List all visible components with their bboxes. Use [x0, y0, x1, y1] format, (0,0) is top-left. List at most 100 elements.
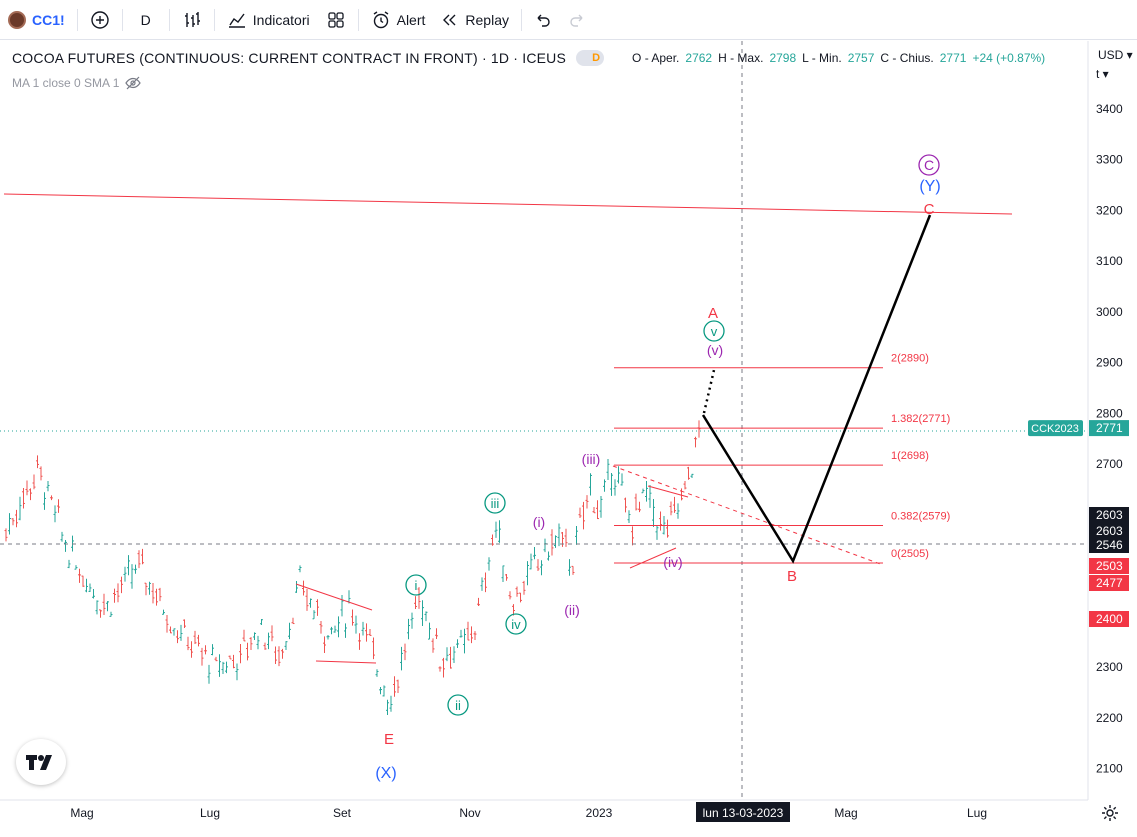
- bars-chart-icon: [184, 11, 200, 27]
- ohlc-bar: [60, 531, 64, 542]
- ohlc-bar: [424, 611, 428, 622]
- ohlc-bar: [599, 496, 603, 518]
- ohlc-bar: [344, 623, 347, 638]
- ohlc-bar: [543, 538, 547, 553]
- ohlc-bar: [529, 553, 533, 570]
- ohlc-bar: [169, 626, 172, 634]
- ohlc-bar: [568, 559, 571, 576]
- wave-labels: E (X) i ii iii iv v (i) (ii) (iii) (iv) …: [375, 154, 941, 782]
- plus-circle-icon: [90, 10, 109, 29]
- wave-label-E: E: [384, 731, 394, 748]
- ohlc-bar: [281, 648, 284, 659]
- ohlc-bar: [4, 528, 8, 542]
- ohlc-bar: [81, 575, 85, 587]
- crosshair-time-label: lun 13-03-2023: [703, 806, 784, 820]
- fib-retracement[interactable]: 2(2890) 1.382(2771) 1(2698) 0.382(2579) 0(25…: [614, 353, 950, 564]
- toolbar-divider: [76, 8, 78, 31]
- ohlc-bar: [638, 501, 641, 513]
- symbol-title[interactable]: COCOA FUTURES (CONTINUOUS: CURRENT CONTR…: [12, 50, 567, 66]
- triangle-lower[interactable]: [315, 660, 377, 664]
- wave-label-p-ii: (ii): [564, 602, 580, 618]
- ohlc-bar: [550, 529, 554, 556]
- ohlc-bar: [442, 657, 445, 678]
- compare-button[interactable]: [82, 0, 118, 40]
- ohlc-bar: [393, 676, 396, 697]
- tradingview-logo-icon[interactable]: [16, 739, 66, 785]
- indicators-button[interactable]: Indicatori: [219, 0, 318, 40]
- ohlc-bar: [67, 559, 71, 569]
- time-ticks: Mag Lug Set Nov 2023 Mag Lug: [70, 806, 987, 820]
- price-axis-tag: [1089, 537, 1129, 553]
- redo-button[interactable]: [560, 0, 594, 40]
- price-axis-tag-label: 2603: [1096, 524, 1123, 538]
- ohlc-bar: [235, 663, 239, 681]
- wave-circle-iii: [484, 492, 506, 514]
- ohlc-bar: [305, 588, 309, 611]
- ohlc-bar: [515, 586, 519, 597]
- ohlc-bar: [295, 580, 298, 593]
- ohlc-bar: [494, 521, 498, 538]
- price-axis[interactable]: 3400330032003100300029002800270026002500…: [1028, 41, 1137, 801]
- ma-label: MA 1 close 0 SMA 1: [12, 76, 120, 90]
- replay-button[interactable]: Replay: [433, 0, 517, 40]
- ohlc-bar: [603, 479, 606, 492]
- currency-selector[interactable]: USD ▾: [1098, 48, 1133, 62]
- templates-button[interactable]: [318, 0, 354, 40]
- interval-button[interactable]: D: [127, 0, 165, 40]
- toolbar-divider: [521, 8, 522, 31]
- unit-selector[interactable]: t ▾: [1096, 67, 1109, 81]
- ohlc-bar: [578, 507, 582, 519]
- drawings-layer[interactable]: 2(2890) 1.382(2771) 1(2698) 0.382(2579) 0(25…: [0, 41, 1088, 800]
- ohlc-bar: [547, 551, 550, 561]
- ohlc-bar: [697, 420, 701, 438]
- wave-label-C: C: [924, 201, 935, 218]
- ohlc-bar: [53, 505, 57, 523]
- time-tick-label: 2023: [586, 806, 613, 820]
- high-label: H - Max.: [718, 51, 764, 65]
- price-axis-tag-label: 2546: [1096, 538, 1123, 552]
- ohlc-bar: [624, 497, 627, 513]
- ohlc-bar: [64, 539, 67, 552]
- ohlc-bar: [256, 635, 260, 650]
- market-status-badge[interactable]: D: [576, 50, 605, 66]
- ohlc-bar: [11, 518, 15, 526]
- ohlc-bar: [8, 513, 11, 535]
- ohlc-bar: [403, 643, 407, 661]
- triangle2-lower[interactable]: [629, 547, 677, 569]
- chart-canvas[interactable]: 2(2890) 1.382(2771) 1(2698) 0.382(2579) 0(25…: [0, 41, 1137, 837]
- unit-label: t: [1096, 67, 1100, 81]
- price-tick-label: 3300: [1096, 153, 1123, 167]
- triangle2-upper[interactable]: [647, 485, 689, 498]
- time-axis[interactable]: Mag Lug Set Nov 2023 Mag Lug lun 13-03-2023: [0, 799, 1137, 837]
- alert-button[interactable]: Alert: [363, 0, 434, 40]
- ohlc-bar: [319, 620, 323, 634]
- price-tag-value-box: [1089, 420, 1129, 437]
- ohlc-bar: [232, 654, 235, 669]
- projection-path[interactable]: [701, 214, 932, 564]
- ohlc-bar: [228, 655, 232, 660]
- chart-type-button[interactable]: [174, 0, 210, 40]
- ohlc-bar: [260, 618, 263, 626]
- wave-circle-i: [405, 574, 427, 596]
- price-tick-label: 2100: [1096, 761, 1123, 775]
- ohlc-bar: [197, 634, 200, 647]
- eye-hidden-icon[interactable]: [125, 76, 142, 90]
- time-tick-label: Mag: [834, 806, 857, 820]
- ohlc-bar: [620, 473, 624, 486]
- ma-indicator-legend[interactable]: MA 1 close 0 SMA 1: [12, 76, 142, 90]
- ohlc-bar: [463, 628, 466, 654]
- ohlc-bar: [634, 493, 638, 511]
- fib-level-label: 2(2890): [891, 353, 929, 365]
- chart-area[interactable]: 2(2890) 1.382(2771) 1(2698) 0.382(2579) 0(25…: [0, 41, 1137, 837]
- fib-level-label: 0(2505): [891, 548, 929, 560]
- undo-button[interactable]: [526, 0, 560, 40]
- long-trendline[interactable]: [3, 193, 1013, 215]
- triangle-upper[interactable]: [295, 583, 373, 611]
- ohlc-bar: [571, 565, 575, 575]
- symbol-search[interactable]: CC1!: [0, 0, 73, 40]
- gear-icon[interactable]: [1100, 803, 1120, 823]
- price-axis-tag: [1089, 507, 1129, 523]
- price-axis-tag-label: 2503: [1096, 559, 1123, 573]
- ohlc-bar: [610, 472, 613, 496]
